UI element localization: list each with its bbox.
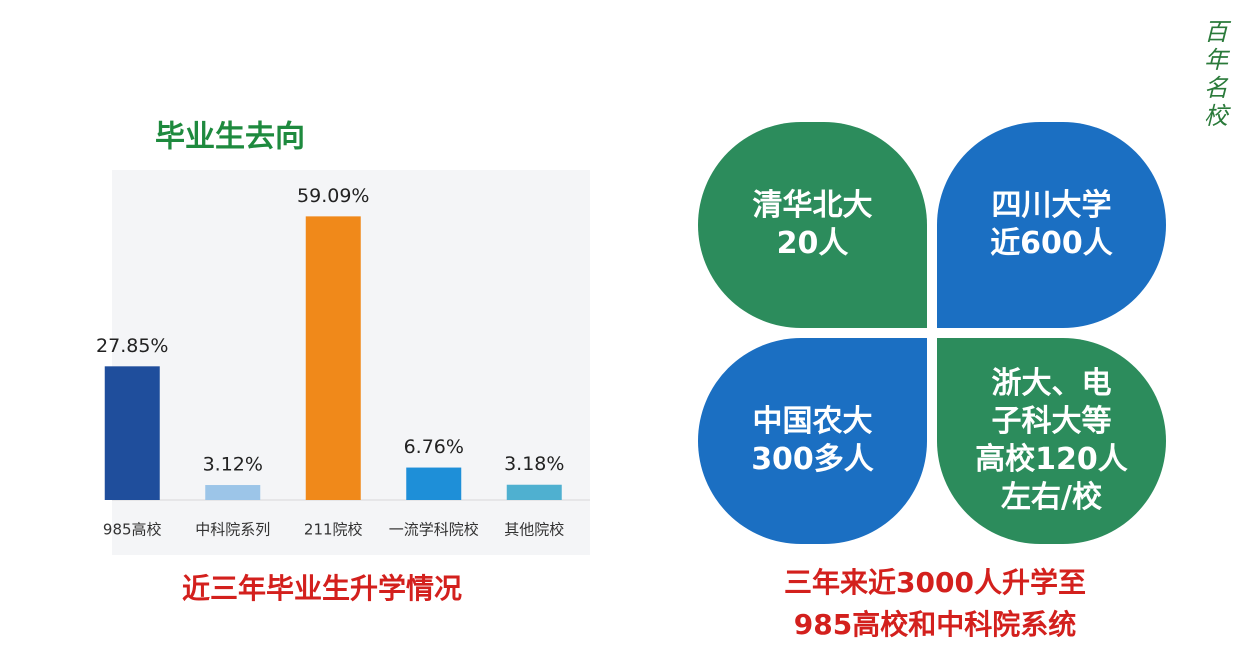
value-label: 3.18% [504,453,564,475]
value-label: 3.12% [203,454,263,476]
petal-text: 子科大等 [991,404,1112,439]
petal: 清华北大 20人 [698,122,927,328]
caption-line: 三年来近3000人升学至 [784,566,1086,599]
chart-title: 毕业生去向 [155,120,305,155]
petal-text: 浙大、电 [991,366,1112,401]
petal-text: 清华北大 [752,188,873,223]
caption-line: 985高校和中科院系统 [793,608,1077,641]
x-tick-label: 一流学科院校 [389,521,479,539]
value-label: 6.76% [404,436,464,458]
x-tick-label: 985高校 [103,521,162,539]
x-tick-label: 其他院校 [504,521,564,539]
petal-text: 高校120人 [975,442,1128,477]
value-label: 27.85% [96,335,168,357]
petal-text: 近600人 [990,226,1113,261]
petal: 四川大学 近600人 [937,122,1166,328]
petal: 浙大、电 子科大等 高校120人 左右/校 [937,338,1166,544]
value-label: 59.09% [297,185,369,207]
petal-text: 300多人 [751,442,874,477]
summary-caption: 三年来近3000人升学至 985高校和中科院系统 [735,562,1135,646]
chart: 毕业生去向 近三年毕业生升学情况 27.85% 985高校 3.12% 中科院系列 59… [96,120,590,605]
x-tick-label: 211院校 [304,521,363,539]
chart-caption: 近三年毕业生升学情况 [182,572,462,605]
petal-text: 左右/校 [1001,480,1102,515]
bar [104,366,160,500]
bar [305,216,361,501]
bar [506,484,562,500]
logo: 百年名校 [1204,18,1228,130]
bar [406,467,462,500]
bar [205,485,261,500]
petal-text: 中国农大 [752,404,873,439]
petal: 中国农大 300多人 [698,338,927,544]
petal-text: 四川大学 [991,188,1112,223]
x-tick-label: 中科院系列 [195,521,270,539]
petal-text: 20人 [776,226,849,261]
